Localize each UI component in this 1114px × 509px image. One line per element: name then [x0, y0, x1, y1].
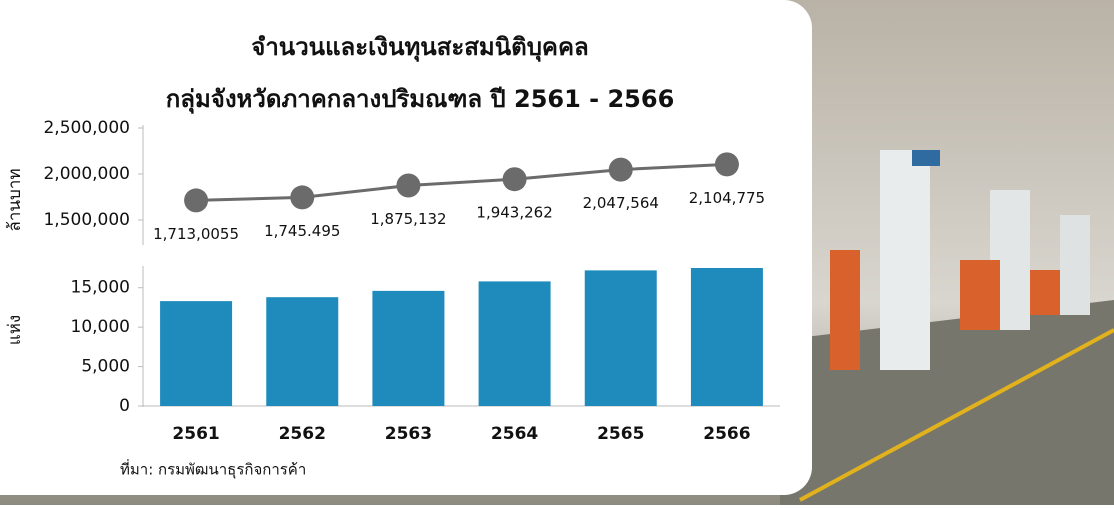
bar: [584, 270, 657, 406]
source: ที่มา: กรมพัฒนาธุรกิจการค้า: [120, 459, 306, 480]
bar: [690, 268, 763, 406]
data-label: 2,047,564: [583, 194, 659, 212]
bar: [372, 290, 445, 406]
title-line: กลุ่มจังหวัดภาคกลางปริมณฑล ปี 2561 - 256…: [166, 85, 675, 115]
bar: [160, 301, 233, 406]
y-tick-label: 15,000: [71, 278, 130, 298]
bar: [478, 281, 551, 406]
data-label: 1,875,132: [370, 210, 446, 228]
marker: [184, 188, 209, 213]
title-line: จำนวนและเงินทุนสะสมนิติบุคคล: [251, 33, 589, 63]
card: [0, 0, 812, 495]
data-label: 1,943,262: [476, 204, 552, 222]
data-label: 1,713,0055: [153, 225, 239, 243]
bar: [266, 297, 339, 406]
marker: [290, 185, 315, 210]
y-tick-label: 2,000,000: [43, 164, 130, 184]
data-label: 2,104,775: [689, 189, 765, 207]
data-label: 1,745.495: [264, 222, 340, 240]
y-axis-label: แห่ง: [5, 315, 25, 345]
x-tick-label: 2561: [172, 424, 219, 444]
marker: [608, 157, 633, 182]
x-tick-label: 2563: [385, 424, 432, 444]
x-tick-label: 2566: [703, 424, 750, 444]
marker: [396, 173, 421, 198]
y-tick-label: 5,000: [81, 357, 130, 377]
x-tick-label: 2565: [597, 424, 644, 444]
marker: [714, 152, 739, 177]
y-tick-label: 10,000: [71, 317, 130, 337]
y-tick-label: 0: [119, 396, 130, 416]
x-tick-label: 2562: [279, 424, 326, 444]
line: [196, 162, 727, 202]
x-tick-label: 2564: [491, 424, 538, 444]
marker: [502, 167, 527, 192]
y-tick-label: 2,500,000: [43, 118, 130, 138]
y-axis-label: ล้านบาท: [5, 168, 25, 231]
y-tick-label: 1,500,000: [43, 210, 130, 230]
